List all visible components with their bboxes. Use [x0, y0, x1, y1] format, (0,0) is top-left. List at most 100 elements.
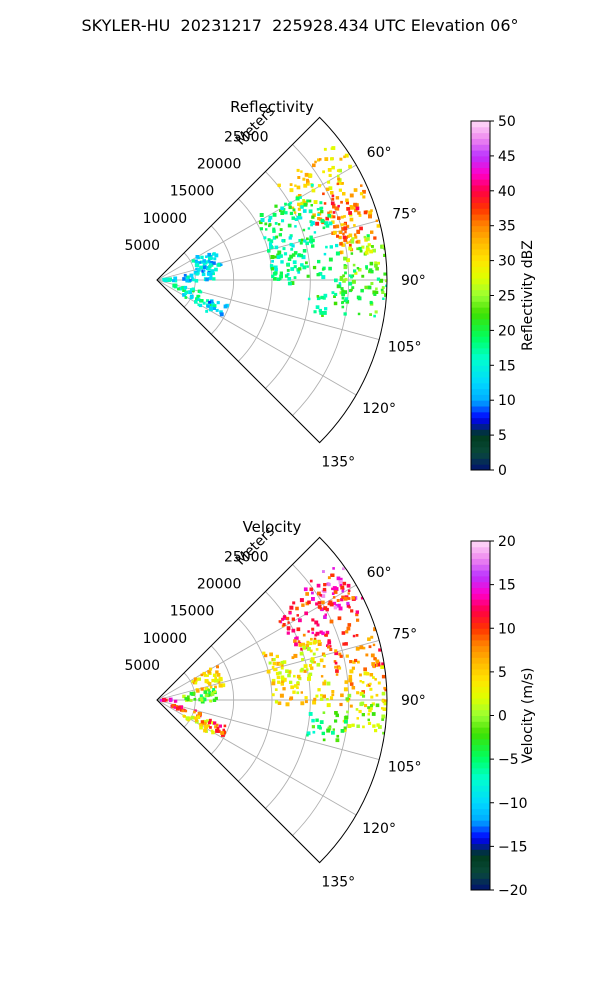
- echo-pixel: [366, 245, 369, 249]
- echo-pixel: [306, 731, 311, 736]
- colorbar-segment: [471, 132, 490, 139]
- colorbar-segment: [471, 843, 490, 850]
- echo-pixel: [298, 267, 302, 271]
- echo-pixel: [199, 694, 203, 698]
- echo-pixel: [375, 219, 378, 222]
- range-tick-label: 5000: [124, 658, 160, 674]
- echo-pixel: [344, 715, 349, 720]
- echo-pixel: [286, 262, 290, 266]
- echo-pixel: [321, 631, 325, 636]
- echo-pixel: [211, 730, 215, 735]
- echo-pixel: [342, 567, 345, 571]
- echo-pixel: [198, 303, 203, 308]
- echo-pixel: [320, 693, 323, 697]
- echo-pixel: [279, 228, 283, 231]
- echo-pixel: [300, 238, 304, 242]
- echo-pixel: [334, 278, 338, 283]
- echo-pixel: [168, 699, 172, 703]
- echo-pixel: [377, 663, 381, 667]
- echo-pixel: [312, 730, 316, 734]
- colorbar-segment: [471, 575, 490, 583]
- echo-pixel: [274, 204, 278, 208]
- echo-pixel: [173, 706, 176, 709]
- colorbar-segment: [471, 411, 490, 419]
- echo-pixel: [208, 276, 213, 280]
- echo-pixel: [329, 210, 333, 214]
- echo-pixel: [373, 657, 377, 661]
- echo-pixel: [353, 188, 358, 192]
- colorbar-segment: [471, 674, 490, 682]
- echo-pixel: [345, 630, 349, 634]
- colorbar-segment: [471, 634, 490, 641]
- echo-pixel: [346, 699, 350, 703]
- echo-pixel: [205, 309, 209, 313]
- colorbar-segment: [471, 248, 490, 256]
- echo-pixel: [359, 645, 364, 650]
- echo-pixel: [213, 307, 216, 310]
- echo-pixel: [340, 223, 344, 227]
- echo-pixel: [212, 698, 217, 702]
- colorbar-segment: [471, 727, 490, 734]
- echo-pixel: [196, 715, 201, 719]
- echo-pixel: [342, 581, 347, 586]
- colorbar-tick-label: 10: [498, 621, 516, 637]
- echo-pixel: [322, 226, 326, 230]
- echo-pixel: [382, 297, 385, 300]
- echo-pixel: [337, 181, 342, 185]
- echo-pixel: [260, 218, 265, 222]
- echo-pixel: [201, 272, 206, 277]
- echo-pixel: [364, 704, 368, 708]
- echo-pixel: [289, 183, 293, 186]
- echo-pixel: [364, 238, 368, 242]
- colorbar-tick-label: 5: [498, 665, 507, 681]
- echo-pixel: [328, 186, 333, 191]
- echo-pixel: [290, 685, 294, 690]
- echo-pixel: [322, 681, 327, 686]
- echo-pixel: [332, 567, 335, 570]
- echo-pixel: [332, 211, 336, 214]
- echo-pixel: [334, 292, 338, 296]
- echo-pixel: [356, 717, 359, 720]
- echo-pixel: [361, 681, 365, 684]
- colorbar-segment: [471, 155, 490, 163]
- echo-pixel: [299, 216, 303, 220]
- echo-pixel: [294, 642, 298, 647]
- echo-pixel: [319, 658, 324, 663]
- echo-pixel: [203, 673, 207, 677]
- echo-pixel: [311, 627, 315, 631]
- range-tick-label: 10000: [143, 631, 188, 647]
- echo-pixel: [367, 683, 371, 687]
- echo-pixel: [259, 227, 263, 231]
- echo-pixel: [215, 308, 219, 312]
- echo-pixel: [184, 292, 188, 296]
- echo-pixel: [316, 662, 321, 667]
- echo-pixel: [337, 174, 340, 178]
- colorbar-segment: [471, 698, 490, 705]
- range-tick-label: 5000: [124, 238, 160, 254]
- echo-pixel: [324, 307, 328, 311]
- echo-pixel: [312, 652, 316, 656]
- echo-pixel: [209, 271, 213, 275]
- echo-pixel: [338, 603, 341, 607]
- echo-pixel: [186, 697, 190, 702]
- echo-pixel: [366, 234, 370, 238]
- echo-pixel: [272, 227, 276, 231]
- colorbar-segment: [471, 860, 490, 868]
- echo-pixel: [340, 215, 344, 219]
- echo-pixel: [311, 215, 315, 219]
- echo-pixel: [378, 725, 382, 729]
- echo-pixel: [346, 241, 349, 244]
- echo-pixel: [320, 675, 324, 678]
- echo-pixel: [384, 293, 387, 297]
- echo-pixel: [338, 168, 342, 173]
- echo-pixel: [320, 218, 325, 223]
- echo-pixel: [184, 296, 188, 299]
- echo-pixel: [338, 577, 343, 582]
- echo-pixel: [271, 693, 275, 697]
- colorbar-segment: [471, 715, 490, 722]
- echo-pixel: [286, 616, 290, 621]
- echo-pixel: [383, 686, 386, 690]
- echo-pixel: [364, 285, 368, 290]
- echo-pixel: [346, 601, 350, 606]
- echo-pixel: [371, 245, 374, 248]
